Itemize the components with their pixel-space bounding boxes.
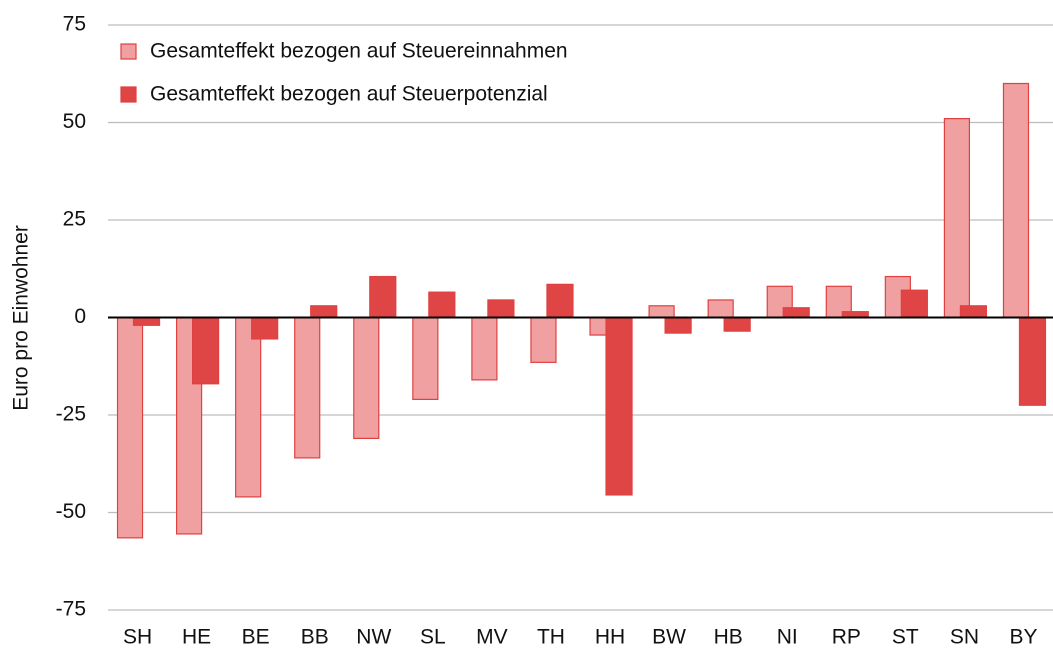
bar bbox=[723, 316, 751, 332]
y-tick-label: 0 bbox=[74, 305, 86, 328]
bar bbox=[605, 316, 633, 496]
bar bbox=[235, 316, 262, 498]
bar bbox=[412, 316, 439, 401]
x-tick-label: BY bbox=[1009, 626, 1037, 649]
x-tick-label: ST bbox=[892, 626, 919, 649]
bar bbox=[648, 305, 675, 319]
bar bbox=[1002, 82, 1030, 319]
bar bbox=[191, 316, 220, 385]
x-tick-label: HB bbox=[714, 626, 743, 649]
y-tick-label: 75 bbox=[63, 13, 86, 36]
bar bbox=[251, 316, 279, 340]
bar bbox=[943, 117, 971, 319]
bar bbox=[900, 289, 928, 319]
x-tick-label: BB bbox=[301, 626, 329, 649]
legend-swatch bbox=[120, 86, 137, 103]
bar bbox=[353, 316, 380, 440]
bar bbox=[782, 307, 810, 319]
x-tick-label: SL bbox=[420, 626, 446, 649]
bar bbox=[116, 316, 144, 539]
bar bbox=[546, 283, 574, 319]
x-tick-label: SH bbox=[123, 626, 152, 649]
bar bbox=[369, 275, 397, 319]
y-tick-label: -50 bbox=[56, 500, 86, 523]
y-axis-label: Euro pro Einwohner bbox=[10, 225, 33, 411]
x-tick-label: TH bbox=[537, 626, 565, 649]
x-tick-label: HE bbox=[182, 626, 211, 649]
legend-label: Gesamteffekt bezogen auf Steuereinnahmen bbox=[150, 40, 568, 63]
bar bbox=[959, 305, 988, 319]
x-tick-label: MV bbox=[476, 626, 508, 649]
bar bbox=[471, 316, 498, 381]
x-tick-label: NW bbox=[356, 626, 391, 649]
bar bbox=[664, 316, 692, 334]
legend-label: Gesamteffekt bezogen auf Steuerpotenzial bbox=[150, 83, 548, 106]
bar bbox=[1018, 316, 1047, 406]
bar bbox=[530, 316, 557, 363]
y-tick-label: -75 bbox=[56, 598, 86, 621]
bar bbox=[132, 316, 161, 326]
x-tick-label: BW bbox=[652, 626, 686, 649]
bar bbox=[487, 299, 515, 319]
bar bbox=[428, 291, 456, 319]
x-tick-label: SN bbox=[950, 626, 979, 649]
y-tick-label: -25 bbox=[56, 403, 86, 426]
legend-swatch bbox=[120, 43, 137, 60]
x-tick-label: RP bbox=[832, 626, 861, 649]
x-tick-label: BE bbox=[242, 626, 270, 649]
bar bbox=[707, 299, 734, 319]
bar bbox=[294, 316, 321, 459]
x-tick-label: NI bbox=[777, 626, 798, 649]
y-tick-label: 25 bbox=[63, 208, 86, 231]
y-tick-label: 50 bbox=[63, 110, 86, 133]
x-tick-label: HH bbox=[595, 626, 625, 649]
bar bbox=[310, 305, 338, 319]
